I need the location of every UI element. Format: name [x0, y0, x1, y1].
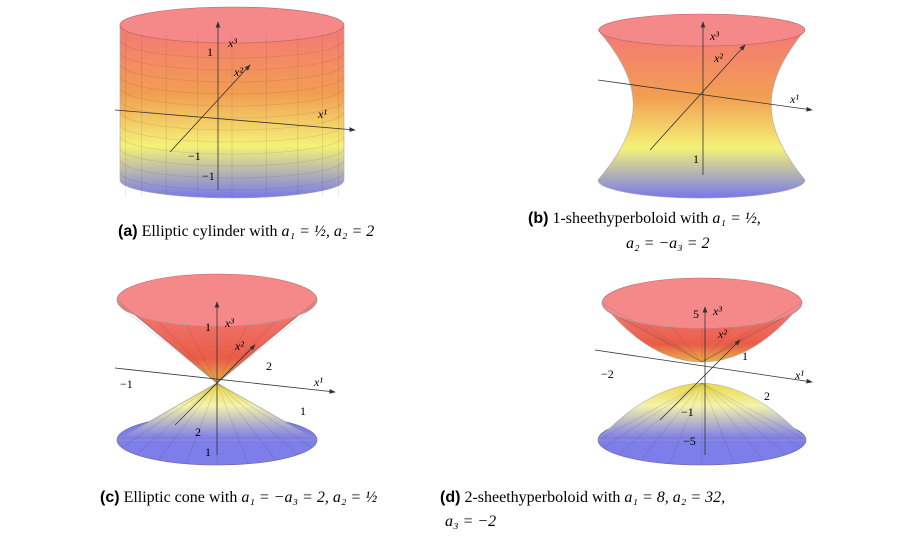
tick-label: 1	[693, 152, 699, 166]
axis-label: x³	[227, 36, 237, 50]
caption-text: Elliptic cone with	[124, 489, 238, 506]
tick-label: 1	[742, 349, 748, 363]
tick-label: 1	[300, 404, 306, 418]
axis-label: x³	[224, 316, 234, 330]
caption-text: 1-sheethyperboloid with	[552, 210, 708, 227]
axis-label: x²	[717, 327, 727, 341]
figure: x¹x²x³1−1−1(a)Elliptic cylinder witha₁ =…	[0, 0, 901, 538]
panel-label: (b)	[528, 210, 548, 227]
hyperboloid-top	[599, 14, 805, 46]
tick-label: −1	[188, 149, 201, 163]
axis-label: x²	[233, 65, 243, 79]
tick-label: 5	[693, 307, 699, 321]
caption-math: a₁ = ½, a₂ = 2	[282, 223, 375, 240]
tick-label: −1	[120, 377, 133, 391]
axis-label: x³	[709, 29, 719, 43]
axis-label: x²	[713, 51, 723, 65]
caption-math: a₁ = −a₃ = 2, a₂ = ½	[241, 489, 377, 506]
axis-label: x¹	[794, 368, 804, 382]
caption-text: Elliptic cylinder with	[142, 223, 278, 240]
caption-math: a₁ = 8, a₂ = 32,	[624, 489, 725, 506]
panel-label: (c)	[100, 489, 120, 506]
axis-label: x¹	[789, 92, 799, 106]
panel-label: (a)	[118, 223, 138, 240]
tick-label: 2	[764, 389, 770, 403]
tick-label: 2	[195, 425, 201, 439]
tick-label: −2	[601, 367, 614, 381]
axis-label: x¹	[313, 375, 323, 389]
tick-label: −5	[683, 434, 696, 448]
axis-label: x²	[234, 339, 244, 353]
tick-label: 1	[205, 320, 211, 334]
caption-math: a₁ = ½,	[712, 210, 760, 227]
axis-label: x³	[712, 304, 722, 318]
panel-label: (d)	[440, 489, 460, 506]
caption-text: 2-sheethyperboloid with	[464, 489, 620, 506]
caption-math: a₃ = −2	[445, 513, 496, 530]
hyperboloid	[598, 30, 805, 198]
tick-label: −1	[681, 405, 694, 419]
page: x¹x²x³1−1−1(a)Elliptic cylinder witha₁ =…	[0, 0, 901, 538]
tick-label: 2	[266, 359, 272, 373]
axis-label: x¹	[317, 107, 327, 121]
caption-math: a₂ = −a₃ = 2	[626, 235, 710, 252]
tick-label: −1	[202, 169, 215, 183]
tick-label: 1	[205, 445, 211, 459]
tick-label: 1	[207, 45, 213, 59]
